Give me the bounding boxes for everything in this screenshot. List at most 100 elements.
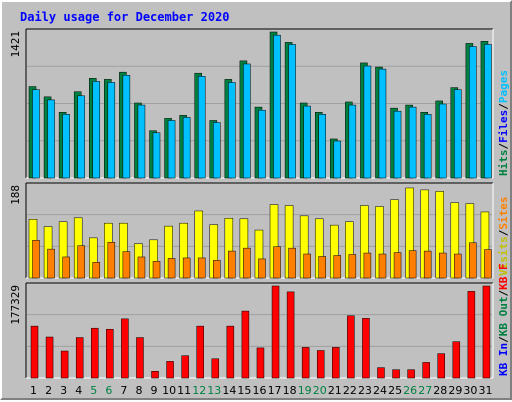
bar-kbytes-day-30 bbox=[467, 291, 476, 379]
bar-sites-day-8 bbox=[137, 256, 146, 279]
bar-kbytes-day-4 bbox=[75, 337, 84, 379]
bar-files-day-7 bbox=[122, 75, 131, 179]
bar-files-day-25 bbox=[393, 110, 402, 179]
bar-sites-day-13 bbox=[213, 260, 221, 279]
bar-sites-day-29 bbox=[454, 253, 462, 279]
bar-files-day-14 bbox=[228, 82, 236, 179]
bar-sites-day-7 bbox=[122, 251, 131, 279]
bar-sites-day-25 bbox=[393, 252, 402, 279]
bar-sites-day-19 bbox=[303, 253, 311, 279]
bar-kbytes-day-15 bbox=[241, 310, 250, 379]
bar-files-day-24 bbox=[378, 68, 387, 179]
bar-files-day-13 bbox=[213, 122, 221, 179]
bar-kbytes-day-21 bbox=[332, 347, 340, 379]
bar-files-day-18 bbox=[288, 44, 296, 179]
x-tick-day-15: 15 bbox=[237, 384, 251, 397]
y-max-label-visits-sites: 188 bbox=[9, 185, 22, 205]
bar-sites-day-10 bbox=[167, 258, 176, 279]
x-tick-day-7: 7 bbox=[120, 384, 127, 397]
bar-files-day-2 bbox=[47, 99, 55, 179]
bar-kbytes-day-23 bbox=[362, 318, 370, 379]
x-tick-day-25: 25 bbox=[388, 384, 402, 397]
legend--: / bbox=[497, 290, 510, 297]
bar-sites-day-26 bbox=[408, 250, 417, 279]
bar-files-day-28 bbox=[438, 103, 447, 179]
bar-kbytes-day-14 bbox=[226, 325, 235, 379]
bar-sites-day-22 bbox=[348, 254, 357, 279]
bar-kbytes-day-20 bbox=[316, 350, 325, 379]
legend-files: Files bbox=[497, 110, 510, 143]
bar-files-day-8 bbox=[137, 104, 146, 179]
bar-sites-day-24 bbox=[378, 253, 387, 279]
bar-files-day-9 bbox=[152, 132, 161, 179]
bar-sites-day-17 bbox=[273, 246, 281, 279]
bar-files-day-23 bbox=[363, 65, 372, 179]
legend--: / bbox=[497, 229, 510, 236]
bar-kbytes-day-18 bbox=[286, 291, 295, 379]
x-tick-day-4: 4 bbox=[75, 384, 82, 397]
x-tick-day-6: 6 bbox=[105, 384, 112, 397]
bar-kbytes-day-3 bbox=[60, 350, 69, 379]
bar-kbytes-day-25 bbox=[392, 369, 400, 379]
legend--: / bbox=[497, 336, 510, 343]
bar-kbytes-day-1 bbox=[30, 325, 39, 379]
bar-kbytes-day-5 bbox=[91, 327, 99, 379]
x-tick-day-13: 13 bbox=[207, 384, 221, 397]
bar-files-day-19 bbox=[303, 105, 311, 179]
legend-visits: Visits bbox=[497, 236, 510, 276]
bar-files-day-11 bbox=[182, 117, 191, 179]
x-tick-day-22: 22 bbox=[343, 384, 357, 397]
bar-files-day-20 bbox=[318, 114, 326, 179]
bar-kbytes-day-2 bbox=[45, 336, 54, 379]
x-tick-day-14: 14 bbox=[222, 384, 236, 397]
bar-kbytes-day-29 bbox=[452, 341, 461, 379]
x-tick-day-18: 18 bbox=[283, 384, 297, 397]
side-legend-kbytes: KB In/KB Out/KB F bbox=[497, 263, 510, 376]
legend--: / bbox=[497, 103, 510, 110]
bar-files-day-12 bbox=[197, 76, 206, 179]
bar-files-day-31 bbox=[484, 44, 492, 179]
legend-pages: Pages bbox=[497, 70, 510, 103]
bar-sites-day-12 bbox=[197, 257, 206, 279]
bar-files-day-22 bbox=[348, 104, 357, 179]
bar-kbytes-day-16 bbox=[256, 347, 265, 379]
bar-sites-day-6 bbox=[107, 242, 116, 279]
bar-kbytes-day-9 bbox=[151, 371, 159, 379]
bar-kbytes-day-10 bbox=[166, 361, 174, 379]
bar-files-day-3 bbox=[62, 114, 70, 179]
x-tick-day-11: 11 bbox=[177, 384, 191, 397]
bar-files-day-10 bbox=[167, 120, 176, 179]
x-tick-day-19: 19 bbox=[298, 384, 312, 397]
bar-files-day-30 bbox=[469, 46, 477, 179]
bar-sites-day-9 bbox=[152, 261, 161, 279]
x-tick-day-5: 5 bbox=[90, 384, 97, 397]
bar-files-day-5 bbox=[92, 81, 101, 179]
x-tick-day-24: 24 bbox=[373, 384, 387, 397]
x-tick-day-26: 26 bbox=[403, 384, 417, 397]
x-tick-day-3: 3 bbox=[60, 384, 67, 397]
side-legend-pages-files-hits: Hits/Files/Pages bbox=[497, 70, 510, 176]
bar-kbytes-day-22 bbox=[347, 315, 355, 379]
bar-kbytes-day-31 bbox=[482, 285, 491, 379]
bar-sites-day-18 bbox=[288, 247, 296, 279]
y-max-label-kbytes: 177329 bbox=[9, 285, 22, 325]
bar-kbytes-day-28 bbox=[437, 353, 445, 379]
x-tick-day-16: 16 bbox=[253, 384, 267, 397]
bar-sites-day-31 bbox=[484, 249, 492, 279]
bar-sites-day-16 bbox=[258, 258, 266, 279]
bar-sites-day-5 bbox=[92, 262, 101, 279]
bar-sites-day-1 bbox=[32, 240, 40, 279]
x-tick-day-31: 31 bbox=[478, 384, 492, 397]
legend-kb-out: KB Out bbox=[497, 297, 510, 337]
bar-files-day-29 bbox=[454, 89, 462, 179]
x-tick-day-28: 28 bbox=[433, 384, 447, 397]
x-tick-day-23: 23 bbox=[358, 384, 372, 397]
bar-kbytes-day-7 bbox=[121, 318, 129, 379]
bar-sites-day-30 bbox=[469, 242, 477, 279]
legend-kb-f: KB F bbox=[497, 263, 510, 290]
bar-sites-day-27 bbox=[423, 250, 432, 279]
x-tick-day-8: 8 bbox=[135, 384, 142, 397]
bar-sites-day-21 bbox=[333, 255, 342, 279]
bar-kbytes-day-17 bbox=[271, 285, 280, 379]
